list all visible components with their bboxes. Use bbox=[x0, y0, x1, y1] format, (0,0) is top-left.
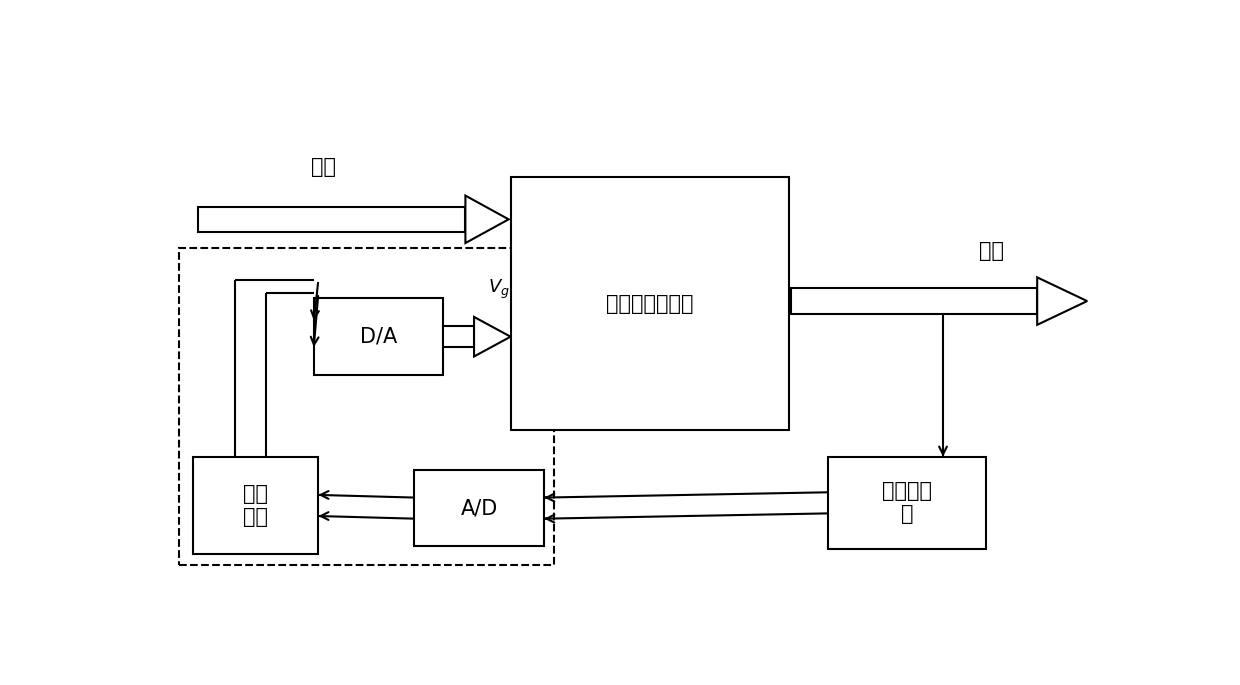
Bar bbox=[414, 470, 544, 547]
Bar bbox=[314, 299, 444, 375]
Polygon shape bbox=[1037, 277, 1087, 325]
Text: 处理
模块: 处理 模块 bbox=[243, 484, 268, 527]
Bar bbox=[511, 177, 789, 430]
Bar bbox=[193, 457, 319, 554]
Text: $V_g$: $V_g$ bbox=[489, 277, 510, 301]
Text: D/A: D/A bbox=[360, 327, 397, 347]
Bar bbox=[179, 249, 554, 565]
Text: 输出: 输出 bbox=[978, 241, 1003, 261]
Text: 峰值保持
器: 峰值保持 器 bbox=[882, 482, 932, 525]
Polygon shape bbox=[465, 196, 508, 243]
Text: A/D: A/D bbox=[461, 498, 498, 518]
Bar bbox=[791, 288, 1037, 314]
Bar bbox=[198, 207, 465, 232]
Bar bbox=[828, 457, 986, 549]
Bar bbox=[444, 326, 474, 347]
Text: 输入: 输入 bbox=[311, 157, 336, 177]
Polygon shape bbox=[474, 317, 511, 356]
Text: 增益可变放大器: 增益可变放大器 bbox=[606, 294, 693, 314]
